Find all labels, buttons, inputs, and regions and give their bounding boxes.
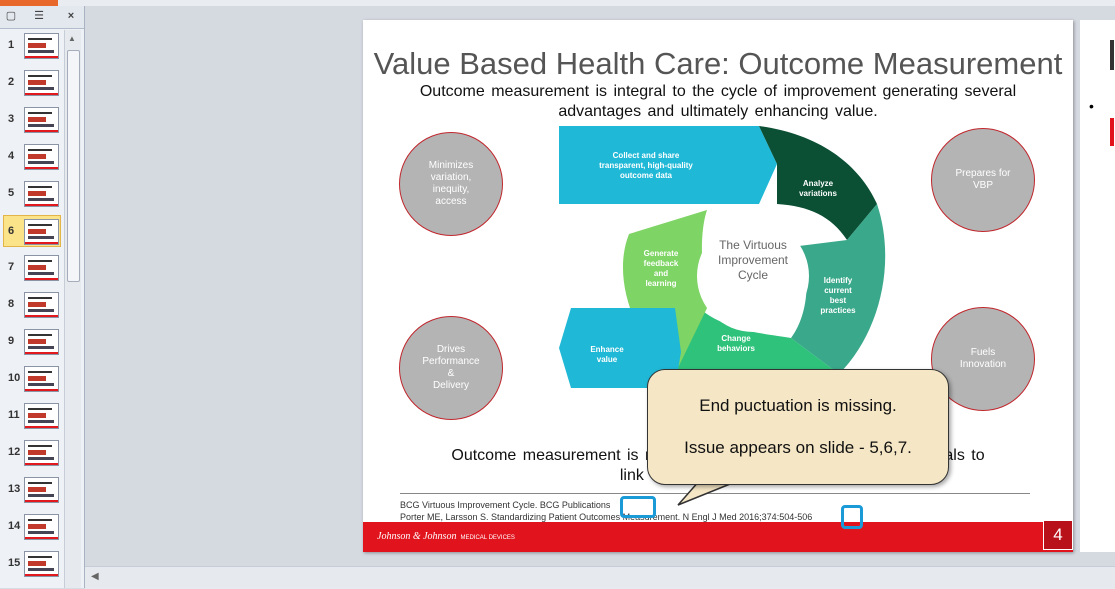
slide-thumbnail-4[interactable]: 4: [4, 141, 60, 171]
thumbnail-preview: [24, 255, 59, 281]
next-slide-peek: •: [1080, 20, 1115, 552]
label-analyze: Analyze variations: [799, 179, 837, 198]
slide-thumbnail-14[interactable]: 14: [4, 511, 60, 541]
slide-thumbnail-12[interactable]: 12: [4, 437, 60, 467]
outline-tab-icon[interactable]: ☰: [34, 10, 44, 22]
scrollbar-thumb[interactable]: [67, 50, 80, 282]
thumbnail-number: 12: [8, 446, 21, 458]
label-collect: Collect and share transparent, high-qual…: [599, 151, 693, 180]
circle-drives-performance: Drives Performance & Delivery: [399, 316, 503, 420]
thumbnail-preview: [24, 551, 59, 577]
callout-line-1: End puctuation is missing.: [699, 396, 897, 415]
thumbnail-preview: [24, 292, 59, 318]
slide-thumbnail-10[interactable]: 10: [4, 363, 60, 393]
enhance-segment: [559, 308, 681, 388]
cycle-center: [697, 220, 809, 332]
review-comment-callout: End puctuation is missing. Issue appears…: [647, 369, 949, 485]
virtuous-cycle-diagram: [559, 126, 886, 396]
issue-highlight-box: [841, 505, 863, 529]
thumbnail-number: 15: [8, 557, 21, 569]
thumbnail-number: 3: [8, 113, 15, 125]
current-slide[interactable]: Value Based Health Care: Outcome Measure…: [363, 20, 1073, 552]
label-identify: Identify current best practices: [820, 276, 856, 315]
thumbnail-number: 10: [8, 372, 21, 384]
analyze-segment: [759, 126, 877, 240]
slide-title: Value Based Health Care: Outcome Measure…: [373, 46, 1063, 81]
brand-name: Johnson & Johnson: [377, 531, 457, 542]
scroll-left-icon[interactable]: ◀: [91, 571, 99, 582]
circle-prepares-vbp: Prepares for VBP: [931, 128, 1035, 232]
ribbon-tab-marker: [0, 0, 58, 6]
slide-thumbnail-pane: ▢ ☰ × 1 2 3 4 5 6 7 8 9 10 11 12 13 14 15 ▲: [0, 6, 85, 588]
identify-segment: [791, 204, 886, 374]
slide-subtitle: Outcome measurement is integral to the c…: [419, 83, 1017, 120]
brand-logo: Johnson & Johnson MEDICAL DEVICES: [377, 531, 515, 542]
thumbnail-preview: [24, 477, 59, 503]
thumbnail-preview: [24, 514, 59, 540]
reference-2: Porter ME, Larsson S. Standardizing Pati…: [400, 512, 813, 522]
issue-highlight-box: [620, 496, 656, 518]
next-slide-red-fragment: [1110, 118, 1114, 146]
slide-thumbnail-8[interactable]: 8: [4, 289, 60, 319]
slide-thumbnail-6[interactable]: 6: [3, 215, 61, 247]
thumbnail-preview: [24, 107, 59, 133]
callout-line-2: Issue appears on slide - 5,6,7.: [684, 438, 912, 457]
slides-tab-icon[interactable]: ▢: [5, 10, 17, 22]
label-change: Change behaviors: [717, 334, 755, 353]
slide-thumbnail-15[interactable]: 15: [4, 548, 60, 578]
brand-division: MEDICAL DEVICES: [460, 535, 515, 541]
thumbnail-preview: [24, 70, 59, 96]
slide-thumbnail-9[interactable]: 9: [4, 326, 60, 356]
next-slide-title-fragment: [1110, 40, 1114, 70]
label-feedback: Generate feedback and learning: [643, 249, 679, 288]
thumbnail-number: 6: [8, 225, 15, 237]
slide-footer: Johnson & Johnson MEDICAL DEVICES: [363, 522, 1073, 552]
thumbnail-preview: [24, 181, 59, 207]
thumbnail-preview: [24, 144, 59, 170]
slide-thumbnail-2[interactable]: 2: [4, 67, 60, 97]
thumbnail-preview: [24, 366, 59, 392]
thumbnail-preview: [24, 33, 59, 59]
thumbnail-number: 14: [8, 520, 21, 532]
reference-1: BCG Virtuous Improvement Cycle. BCG Publ…: [400, 500, 611, 510]
pane-tabs: ▢ ☰ ×: [0, 6, 84, 29]
label-cycle-center: The Virtuous Improvement Cycle: [717, 238, 789, 282]
collect-segment: [559, 126, 777, 204]
thumbnail-number: 4: [8, 150, 15, 162]
thumbnail-number: 5: [8, 187, 15, 199]
thumbnail-number: 13: [8, 483, 21, 495]
thumbnail-number: 7: [8, 261, 15, 273]
thumbnail-number: 9: [8, 335, 15, 347]
next-slide-bullet-icon: •: [1089, 98, 1094, 114]
slide-page-number: 4: [1043, 520, 1073, 550]
slide-thumbnail-1[interactable]: 1: [4, 30, 60, 60]
thumbnail-number: 8: [8, 298, 15, 310]
close-pane-icon[interactable]: ×: [67, 10, 75, 22]
slide-thumbnail-11[interactable]: 11: [4, 400, 60, 430]
slide-thumbnail-13[interactable]: 13: [4, 474, 60, 504]
thumbnail-preview: [24, 219, 59, 245]
slide-thumbnail-7[interactable]: 7: [4, 252, 60, 282]
thumbnail-number: 11: [8, 409, 20, 421]
thumbnail-number: 2: [8, 76, 15, 88]
slide-thumbnail-5[interactable]: 5: [4, 178, 60, 208]
circle-minimizes-variation: Minimizes variation, inequity, access: [399, 132, 503, 236]
thumbnail-number: 1: [8, 39, 15, 51]
bottom-text-start: Outcome measurement is requi: [451, 447, 681, 464]
slide-thumbnail-3[interactable]: 3: [4, 104, 60, 134]
thumbnail-preview: [24, 329, 59, 355]
thumbnail-list: 1 2 3 4 5 6 7 8 9 10 11 12 13 14 15: [0, 30, 64, 588]
thumbnail-preview: [24, 440, 59, 466]
reference-divider: [400, 493, 1030, 494]
thumbnail-preview: [24, 403, 59, 429]
scroll-up-icon[interactable]: ▲: [68, 34, 76, 43]
label-enhance: Enhance value: [590, 345, 624, 364]
thumbnail-scrollbar[interactable]: ▲: [64, 30, 81, 588]
horizontal-scrollbar[interactable]: ◀: [85, 566, 1115, 589]
